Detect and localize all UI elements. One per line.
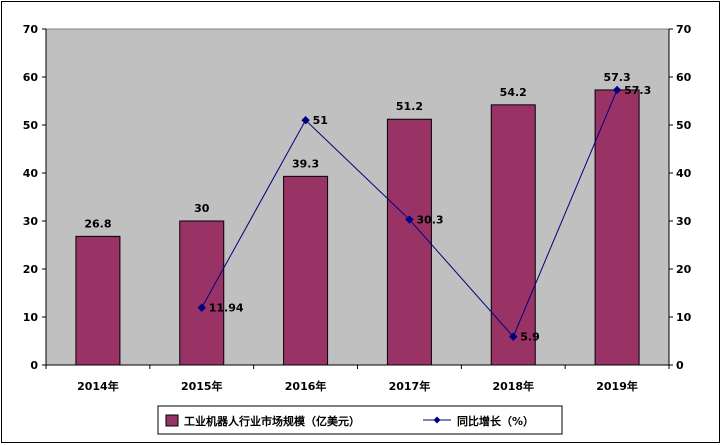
y-right-tick-label: 40 xyxy=(676,167,692,180)
growth-data-label: 57.3 xyxy=(624,84,651,97)
legend xyxy=(157,405,563,435)
y-left-tick-label: 0 xyxy=(30,359,38,372)
x-tick-label: 2019年 xyxy=(596,379,638,393)
bar xyxy=(283,175,329,366)
growth-point xyxy=(612,85,622,95)
y-right-tick-label: 10 xyxy=(676,311,692,324)
x-tick-label: 2017年 xyxy=(389,379,431,393)
y-right-tick-label: 20 xyxy=(676,263,692,276)
bar-data-label: 57.3 xyxy=(604,71,631,84)
growth-data-label: 5.9 xyxy=(520,331,540,344)
bar xyxy=(75,235,121,366)
y-left-tick-label: 60 xyxy=(23,71,39,84)
x-tick-label: 2015年 xyxy=(181,379,223,393)
growth-data-label: 51 xyxy=(313,114,328,127)
growth-point xyxy=(509,332,518,341)
bar-data-label: 39.3 xyxy=(292,157,319,170)
y-left-tick-label: 10 xyxy=(23,311,39,324)
y-left-tick-label: 20 xyxy=(23,263,39,276)
growth-data-label: 30.3 xyxy=(416,214,443,227)
growth-point xyxy=(301,115,310,125)
growth-point xyxy=(405,215,414,224)
bar-data-label: 51.2 xyxy=(396,100,423,113)
y-left-tick-label: 40 xyxy=(23,167,39,180)
bar-data-label: 26.8 xyxy=(84,217,111,230)
y-left-tick-label: 70 xyxy=(23,23,39,36)
legend-bar-label: 工业机器人行业市场规模（亿美元） xyxy=(184,414,360,428)
growth-point xyxy=(197,303,206,312)
y-left-tick-label: 30 xyxy=(23,215,39,228)
y-right-tick-label: 60 xyxy=(676,71,692,84)
bar xyxy=(386,118,432,366)
legend-line-marker xyxy=(433,416,441,424)
bar-data-label: 54.2 xyxy=(500,86,527,99)
growth-data-label: 11.94 xyxy=(209,302,244,315)
plot-area xyxy=(45,28,670,366)
x-tick-label: 2014年 xyxy=(77,379,119,393)
bar xyxy=(179,220,225,366)
bar xyxy=(594,89,640,366)
y-right-tick-label: 50 xyxy=(676,119,692,132)
legend-line-label: 同比增长（%） xyxy=(457,414,534,428)
bar xyxy=(490,104,536,366)
legend-bar-swatch xyxy=(165,414,179,427)
bar-data-label: 30 xyxy=(194,202,210,215)
x-tick-label: 2018年 xyxy=(492,379,534,393)
y-right-tick-label: 30 xyxy=(676,215,692,228)
y-left-tick-label: 50 xyxy=(23,119,39,132)
y-right-tick-label: 0 xyxy=(676,359,684,372)
y-right-tick-label: 70 xyxy=(676,23,692,36)
x-tick-label: 2016年 xyxy=(285,379,327,393)
